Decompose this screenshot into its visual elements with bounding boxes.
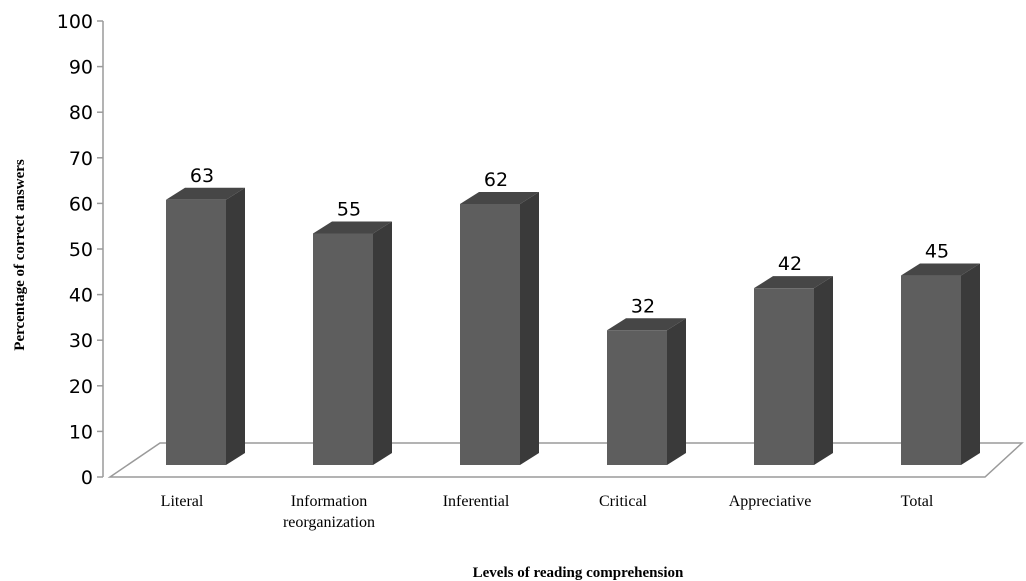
data-label: 62 (484, 169, 508, 191)
bar-front-face (313, 233, 373, 465)
bar-top-face (901, 263, 980, 276)
data-label: 55 (337, 198, 361, 220)
data-label: 42 (778, 253, 802, 275)
y-tick-label: 30 (69, 330, 93, 352)
bar (166, 187, 245, 465)
y-tick-label: 90 (69, 57, 93, 79)
data-labels: 63 55 62 32 42 45 (190, 165, 949, 318)
y-tick-label: 100 (57, 11, 93, 33)
bar-top-face (460, 191, 539, 204)
bar-front-face (166, 199, 226, 465)
bar (901, 263, 980, 465)
y-axis: 0 10 20 30 40 50 60 70 80 90 100 (57, 11, 104, 489)
bar-front-face (901, 275, 961, 465)
bar (607, 318, 686, 465)
y-tick-label: 0 (81, 467, 93, 489)
x-category-label: Critical (599, 493, 648, 510)
bar-side-face (814, 276, 833, 465)
bar-side-face (520, 191, 539, 466)
x-category-label: Total (901, 493, 934, 510)
bar-top-face (313, 221, 392, 234)
bars (166, 187, 980, 466)
bar (754, 276, 833, 465)
bar-top-face (166, 187, 245, 200)
y-tick-label: 70 (69, 148, 93, 170)
x-category-label: Appreciative (729, 493, 812, 510)
y-tick-label: 80 (69, 102, 93, 124)
data-label: 45 (925, 241, 949, 263)
y-tick-label: 60 (69, 193, 93, 215)
bar-side-face (373, 221, 392, 465)
bar-top-face (607, 318, 686, 331)
bar-side-face (961, 263, 980, 465)
x-category-label: Information (291, 493, 367, 510)
x-axis-title: Levels of reading comprehension (473, 565, 684, 581)
y-tick-label: 40 (69, 285, 93, 307)
bar (313, 221, 392, 465)
floor-plane (107, 442, 1024, 478)
data-label: 32 (631, 295, 655, 317)
bar-front-face (754, 288, 814, 465)
y-tick-label: 20 (69, 376, 93, 398)
y-tick-label: 50 (69, 239, 93, 261)
bar-top-face (754, 276, 833, 289)
x-category-label: Literal (161, 493, 204, 510)
x-axis-categories: Literal Information reorganization Inferent… (161, 493, 934, 531)
y-tick-label: 10 (69, 421, 93, 443)
bar-side-face (667, 318, 686, 465)
bar (460, 191, 539, 466)
data-label: 63 (190, 165, 214, 187)
bar-front-face (607, 330, 667, 465)
chart-floor (107, 442, 1024, 478)
y-axis-title: Percentage of correct answers (12, 159, 28, 351)
x-category-label: Inferential (443, 493, 510, 510)
bar-front-face (460, 203, 520, 466)
bar-side-face (226, 187, 245, 465)
x-category-label: reorganization (283, 514, 375, 531)
